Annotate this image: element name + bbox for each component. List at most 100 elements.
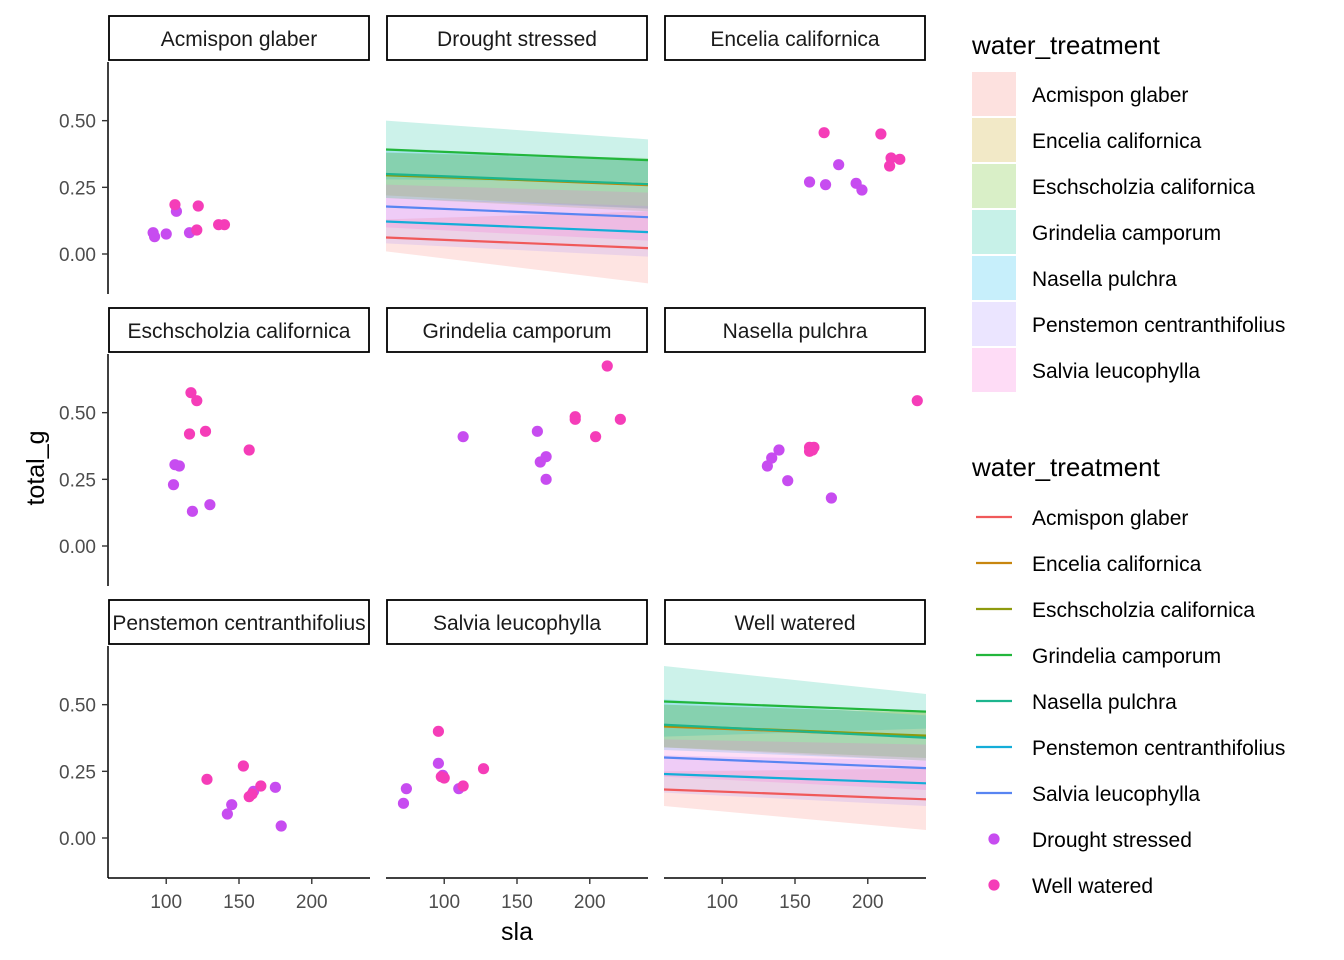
panel-data-layer: [147, 199, 231, 243]
line-legend-label: Eschscholzia californica: [1032, 599, 1255, 622]
x-tick-label: 150: [501, 892, 533, 913]
confidence-band-eschscholzia-californica: [386, 152, 648, 212]
facet-strip: [664, 307, 926, 353]
line-legend: water_treatment Acmispon glaber Encelia ca…: [971, 452, 1285, 898]
facet-strip: [386, 599, 648, 645]
facet-panel-grindelia-camporum: Grindelia camporum: [386, 307, 648, 485]
line-legend-label: Salvia leucophylla: [1032, 783, 1200, 806]
x-tick-label: 100: [428, 892, 460, 913]
facet-strip-label: Penstemon centranthifolius: [112, 612, 365, 635]
fill-legend-label: Salvia leucophylla: [1032, 360, 1200, 383]
data-point-drought-stressed: [819, 179, 832, 191]
facet-strip-label: Drought stressed: [437, 28, 597, 51]
regression-line-salvia-leucophylla: [386, 205, 648, 219]
data-point-well-watered: [191, 224, 203, 236]
regression-line-penstemon-centranthifolius: [386, 220, 648, 234]
panel-data-layer: [397, 725, 490, 809]
facet-panels: Acmispon glaber 0.00 0.25 0.50 Drought stres…: [59, 15, 926, 913]
facet-panel-well-watered: Well watered 100 150 200: [664, 599, 926, 913]
facet-panel-penstemon-centranthifolius: Penstemon centranthifolius 0.00 0.25 0.50 10…: [59, 599, 370, 913]
y-tick-label: 0.25: [59, 470, 96, 491]
line-legend-label: Drought stressed: [1032, 829, 1192, 852]
fill-legend-key-encelia-californica: [972, 118, 1016, 162]
y-tick-label: 0.00: [59, 537, 96, 558]
data-point-drought-stressed: [773, 444, 785, 456]
data-point-drought-stressed: [531, 425, 543, 437]
regression-line-nasella-pulchra: [386, 172, 648, 186]
facet-strip-label: Encelia californica: [710, 28, 880, 51]
panel-data-layer: [457, 360, 626, 485]
data-point-well-watered: [243, 444, 255, 456]
data-point-well-watered: [169, 199, 181, 211]
data-point-well-watered: [569, 413, 581, 425]
facet-panel-acmispon-glaber: Acmispon glaber 0.00 0.25 0.50: [59, 15, 370, 294]
facet-strip-label: Grindelia camporum: [422, 320, 611, 343]
x-tick-label: 200: [852, 892, 884, 913]
line-legend-title: water_treatment: [971, 452, 1161, 482]
data-point-well-watered: [818, 127, 830, 139]
confidence-band-acmispon-glaber: [664, 768, 926, 830]
x-tick-label: 200: [574, 892, 606, 913]
y-tick-label: 0.50: [59, 404, 96, 425]
data-point-well-watered: [590, 431, 602, 443]
fill-legend-key-nasella-pulchra: [972, 256, 1016, 300]
data-point-well-watered: [199, 425, 212, 437]
fill-legend: water_treatment Acmispon glaber Encelia ca…: [971, 30, 1285, 392]
y-tick-label: 0.00: [59, 829, 96, 850]
y-axis-title: total_g: [22, 430, 50, 505]
data-point-well-watered: [432, 725, 444, 737]
data-point-well-watered: [201, 773, 213, 785]
data-point-drought-stressed: [400, 783, 412, 795]
y-tick-label: 0.00: [59, 245, 96, 266]
regression-line-grindelia-camporum: [386, 148, 648, 162]
data-point-well-watered: [438, 772, 450, 784]
panel-data-layer: [761, 395, 923, 504]
confidence-band-grindelia-camporum: [664, 666, 926, 737]
facet-strip: [386, 307, 648, 353]
panel-data-layer: [386, 120, 648, 284]
fill-legend-key-penstemon-centranthifolius: [972, 302, 1016, 346]
data-point-drought-stressed: [226, 799, 238, 811]
data-point-drought-stressed: [186, 505, 199, 517]
data-point-drought-stressed: [397, 797, 410, 809]
x-tick-label: 150: [223, 892, 255, 913]
y-tick-label: 0.50: [59, 696, 96, 717]
facet-panel-drought-stressed: Drought stressed: [386, 15, 648, 284]
confidence-band-grindelia-camporum: [386, 120, 648, 182]
data-point-well-watered: [183, 428, 196, 440]
x-tick-label: 100: [706, 892, 738, 913]
data-point-drought-stressed: [833, 159, 845, 171]
data-point-well-watered: [614, 413, 626, 425]
x-tick-label: 150: [779, 892, 811, 913]
data-point-drought-stressed: [432, 757, 444, 769]
facet-strip-label: Salvia leucophylla: [433, 612, 601, 635]
facet-strip: [664, 15, 926, 61]
data-point-well-watered: [255, 780, 267, 792]
data-point-drought-stressed: [803, 176, 816, 188]
regression-line-salvia-leucophylla: [664, 756, 926, 770]
data-point-well-watered: [806, 444, 819, 456]
panel-data-layer: [201, 760, 287, 832]
data-point-drought-stressed: [766, 452, 778, 464]
fill-legend-key-grindelia-camporum: [972, 210, 1016, 254]
facet-strip: [108, 15, 370, 61]
y-tick-label: 0.25: [59, 762, 96, 783]
data-point-well-watered: [237, 760, 249, 772]
line-legend-label: Encelia californica: [1032, 553, 1202, 576]
data-point-well-watered: [192, 200, 204, 212]
facet-strip: [386, 15, 648, 61]
data-point-drought-stressed: [173, 460, 185, 472]
facet-strip-label: Eschscholzia californica: [128, 320, 351, 343]
point-legend-key-drought-stressed: [988, 833, 1000, 845]
data-point-drought-stressed: [540, 473, 552, 485]
facet-strip-label: Nasella pulchra: [723, 320, 868, 343]
data-point-drought-stressed: [269, 781, 281, 793]
data-point-drought-stressed: [856, 184, 868, 196]
regression-line-acmispon-glaber: [664, 788, 926, 801]
data-point-drought-stressed: [825, 492, 837, 504]
panel-data-layer: [167, 387, 255, 517]
fill-legend-label: Acmispon glaber: [1032, 84, 1188, 107]
data-point-well-watered: [601, 360, 613, 372]
confidence-band-penstemon-centranthifolius: [664, 755, 926, 806]
